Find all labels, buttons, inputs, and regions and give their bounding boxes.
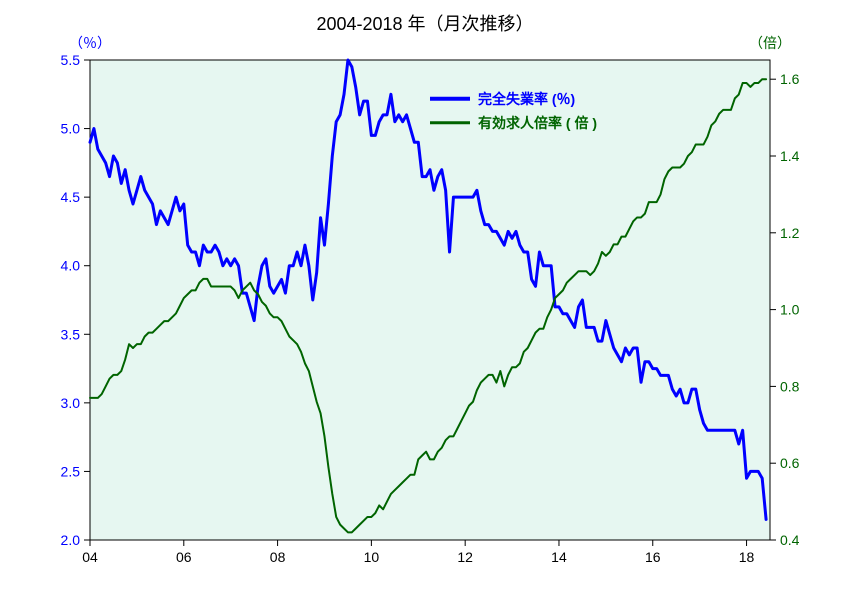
left-tick-label: 2.0: [61, 532, 81, 548]
left-tick-label: 5.0: [61, 121, 81, 137]
right-tick-label: 1.0: [780, 302, 800, 318]
right-tick-label: 1.6: [780, 71, 800, 87]
right-tick-label: 1.4: [780, 148, 800, 164]
chart-title: 2004-2018 年（月次推移）: [316, 14, 533, 34]
chart-svg: 2004-2018 年（月次推移） 04 06 08 10 12 14 16 18 2.0 2.5 3…: [0, 0, 850, 600]
x-tick-label: 08: [270, 549, 286, 565]
left-tick-label: 2.5: [61, 463, 81, 479]
plot-area: [90, 60, 770, 540]
legend-label: 完全失業率 (％): [478, 91, 575, 107]
left-axis-label: （％）: [69, 35, 111, 51]
right-axis-label: （倍）: [749, 35, 791, 51]
x-tick-label: 18: [739, 549, 755, 565]
legend-label: 有効求人倍率 ( 倍 ): [478, 115, 597, 131]
chart-container: 2004-2018 年（月次推移） 04 06 08 10 12 14 16 18 2.0 2.5 3…: [0, 0, 850, 600]
left-tick-label: 3.0: [61, 395, 81, 411]
right-tick-label: 1.2: [780, 225, 800, 241]
right-tick-label: 0.8: [780, 378, 800, 394]
x-tick-label: 06: [176, 549, 192, 565]
right-tick-label: 0.6: [780, 455, 800, 471]
left-tick-label: 4.0: [61, 258, 81, 274]
left-tick-label: 4.5: [61, 189, 81, 205]
x-tick-label: 14: [551, 549, 567, 565]
x-tick-label: 12: [457, 549, 473, 565]
left-tick-label: 5.5: [61, 52, 81, 68]
x-tick-label: 10: [364, 549, 380, 565]
x-tick-label: 04: [82, 549, 98, 565]
x-tick-label: 16: [645, 549, 661, 565]
right-tick-label: 0.4: [780, 532, 800, 548]
left-tick-label: 3.5: [61, 326, 81, 342]
